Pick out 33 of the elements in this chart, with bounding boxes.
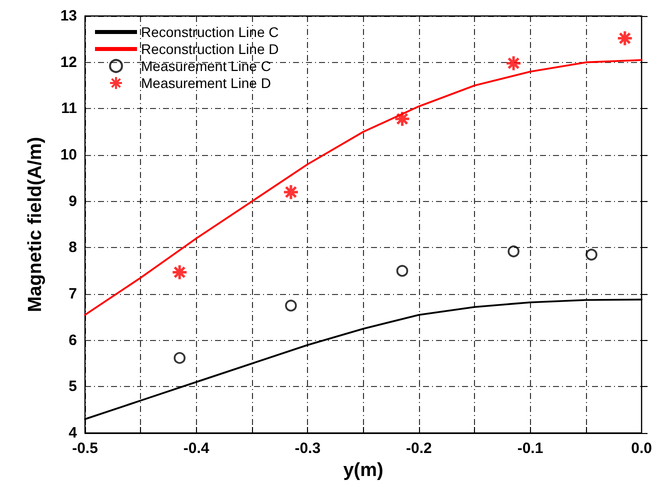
point — [285, 300, 297, 312]
y-axis-title: Magnetic field(A/m) — [25, 136, 46, 312]
y-tick-label: 9 — [68, 192, 77, 210]
y-tick-label: 11 — [61, 100, 77, 118]
point — [505, 55, 522, 72]
point — [586, 248, 598, 261]
y-tick-label: 7 — [68, 286, 77, 302]
x-tick-label: -0.5 — [72, 440, 98, 457]
point — [174, 352, 186, 364]
legend-label: Reconstruction Line C — [141, 24, 279, 40]
y-tick-label: 10 — [60, 146, 77, 164]
point — [282, 184, 300, 200]
x-tick-label: 0.0 — [631, 440, 652, 457]
y-tick-label: 8 — [68, 239, 77, 256]
x-axis-title: y(m) — [343, 460, 384, 481]
y-tick-label: 6 — [68, 332, 77, 349]
point — [171, 264, 188, 280]
y-tick-label: 12 — [60, 54, 77, 71]
y-tick-label: 13 — [60, 8, 77, 24]
point — [508, 245, 520, 258]
y-tick-label: 4 — [68, 424, 78, 442]
x-tick-label: -0.3 — [294, 440, 321, 457]
x-tick-label: -0.4 — [183, 440, 210, 457]
y-tick-label: 5 — [68, 378, 77, 396]
point — [394, 110, 410, 128]
point — [396, 264, 408, 277]
legend-label: Reconstruction Line D — [141, 41, 279, 57]
point — [616, 30, 634, 46]
x-tick-label: -0.2 — [406, 440, 432, 457]
x-tick-label: -0.1 — [517, 440, 544, 457]
line-series — [84, 59, 642, 316]
legend-label: Measurement Line D — [141, 75, 271, 91]
legend-label: Measurement Line C — [141, 58, 271, 74]
